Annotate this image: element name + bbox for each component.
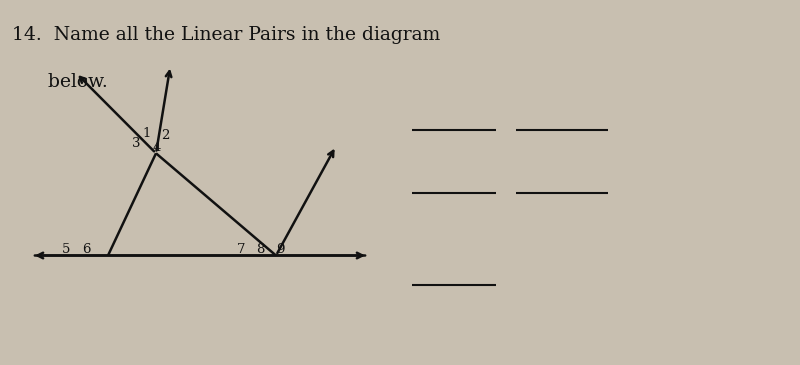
Text: 3: 3 xyxy=(132,137,140,150)
Text: 9: 9 xyxy=(276,243,284,256)
Text: 6: 6 xyxy=(82,243,90,256)
Text: 14.  Name all the Linear Pairs in the diagram: 14. Name all the Linear Pairs in the dia… xyxy=(12,26,440,43)
Text: 4: 4 xyxy=(153,141,161,154)
Text: 2: 2 xyxy=(162,129,170,142)
Text: 5: 5 xyxy=(62,243,70,256)
Text: 8: 8 xyxy=(256,243,264,256)
Text: 7: 7 xyxy=(238,243,246,256)
Text: 1: 1 xyxy=(142,127,150,140)
Text: below.: below. xyxy=(12,73,108,91)
